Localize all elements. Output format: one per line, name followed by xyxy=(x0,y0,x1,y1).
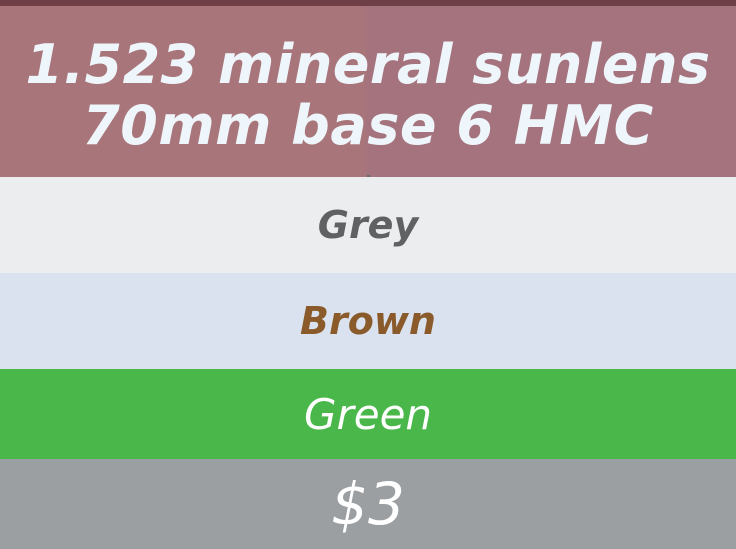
option-brown: Brown xyxy=(0,273,736,369)
option-grey: Grey xyxy=(0,177,736,273)
price-label: $3 xyxy=(331,470,405,538)
product-title: 1.523 mineral sunlens 70mm base 6 HMC xyxy=(0,34,736,156)
option-green: Green xyxy=(0,369,736,459)
price-row: $3 xyxy=(0,459,736,549)
option-green-label: Green xyxy=(303,389,433,439)
divider-mark xyxy=(367,175,370,177)
product-title-line-1: 1.523 mineral sunlens xyxy=(25,33,711,96)
option-brown-label: Brown xyxy=(300,299,436,343)
option-grey-label: Grey xyxy=(317,203,419,247)
product-title-line-2: 70mm base 6 HMC xyxy=(82,94,654,157)
product-header: 1.523 mineral sunlens 70mm base 6 HMC xyxy=(0,0,736,177)
